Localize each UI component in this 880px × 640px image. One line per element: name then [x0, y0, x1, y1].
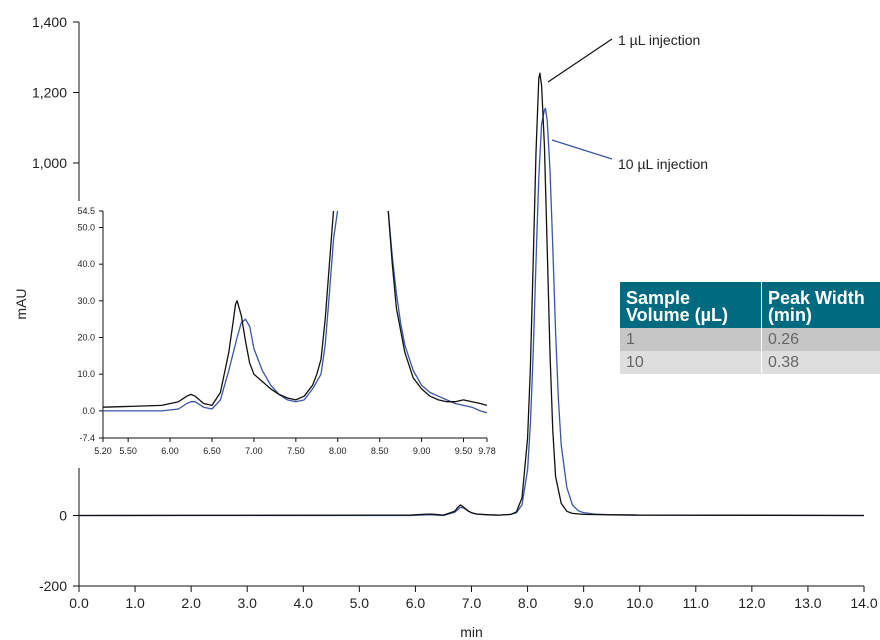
- y-axis-label: mAU: [13, 288, 29, 319]
- x-tick-label: 0.0: [69, 595, 89, 611]
- x-tick-label: 1.0: [125, 595, 145, 611]
- inset-series-line-1ul: [103, 211, 487, 408]
- inset-x-tick-label: 6.50: [203, 446, 221, 456]
- annotation-leader-1ul: [547, 38, 613, 83]
- inset-x-tick-label: 9.00: [413, 446, 431, 456]
- x-tick-label: 6.0: [406, 595, 426, 611]
- inset-y-tick-label: 50.0: [77, 223, 95, 233]
- inset-y-tick-label: 40.0: [77, 259, 95, 269]
- series-line-1ul: [78, 72, 865, 517]
- x-tick-label: 12.0: [738, 595, 765, 611]
- table-cell: 1: [620, 328, 762, 351]
- y-tick-label: 1,400: [32, 14, 67, 30]
- main-series-lines: [78, 72, 865, 517]
- inset-x-tick-label: 7.00: [245, 446, 263, 456]
- inset-x-tick-label: 5.50: [119, 446, 137, 456]
- x-tick-label: 10.0: [626, 595, 653, 611]
- table-header-sample-volume: Sample Volume (µL): [620, 282, 762, 328]
- x-tick-label: 7.0: [462, 595, 482, 611]
- y-tick-label: 1,200: [32, 85, 67, 101]
- x-axis-label: min: [460, 624, 483, 640]
- inset-x-tick-label: 6.00: [161, 446, 179, 456]
- peak-width-table: Sample Volume (µL) Peak Width (min) 1 0.…: [620, 282, 880, 374]
- table-cell: 10: [620, 351, 762, 374]
- x-tick-label: 9.0: [574, 595, 594, 611]
- x-tick-label: 11.0: [683, 595, 709, 611]
- annotation-10ul: 10 µL injection: [618, 156, 708, 172]
- y-tick-label: 1,000: [32, 155, 67, 171]
- table-cell: 0.38: [760, 351, 880, 374]
- series-line-10ul: [79, 107, 865, 517]
- inset-y-tick-label: -7.4: [79, 433, 95, 443]
- inset-x-tick-label: 9.50: [455, 446, 473, 456]
- annotation-1ul: 1 µL injection: [618, 32, 700, 48]
- x-tick-label: 3.0: [237, 595, 257, 611]
- inset-x-tick-label: 8.00: [329, 446, 347, 456]
- inset-x-tick-label: 5.20: [94, 446, 112, 456]
- x-tick-label: 8.0: [518, 595, 538, 611]
- inset-y-tick-label: 0.0: [82, 406, 95, 416]
- x-tick-label: 2.0: [181, 595, 201, 611]
- y-tick-label: -200: [39, 578, 67, 594]
- annotation-leader-10ul: [551, 139, 613, 160]
- x-tick-label: 4.0: [294, 595, 314, 611]
- table-row: 10 0.38: [620, 351, 880, 374]
- annotations: 1 µL injection 10 µL injection: [547, 32, 708, 172]
- inset-y-tick-label: 10.0: [77, 369, 95, 379]
- inset-x-tick-label: 9.78: [478, 446, 496, 456]
- x-tick-label: 5.0: [350, 595, 370, 611]
- inset-y-tick-label: 30.0: [77, 296, 95, 306]
- table-cell: 0.26: [760, 328, 880, 351]
- inset-x-tick-label: 7.50: [287, 446, 305, 456]
- inset-x-tick-label: 8.50: [371, 446, 389, 456]
- x-tick-label: 13.0: [794, 595, 821, 611]
- table-row: 1 0.26: [620, 328, 880, 351]
- table-header-peak-width: Peak Width (min): [760, 282, 880, 328]
- inset-background: [43, 201, 497, 468]
- inset-series-line-10ul: [103, 211, 487, 414]
- table-header-row: Sample Volume (µL) Peak Width (min): [620, 282, 880, 328]
- inset-y-tick-label: 20.0: [77, 333, 95, 343]
- x-tick-label: 14.0: [850, 595, 877, 611]
- inset-y-tick-label: 54.5: [77, 206, 95, 216]
- y-tick-label: 0: [59, 508, 67, 524]
- inset-chart: -7.4 0.0 10.0 20.0 30.0 40.0 50.0 54.5 5.20 5.50 6…: [43, 201, 497, 468]
